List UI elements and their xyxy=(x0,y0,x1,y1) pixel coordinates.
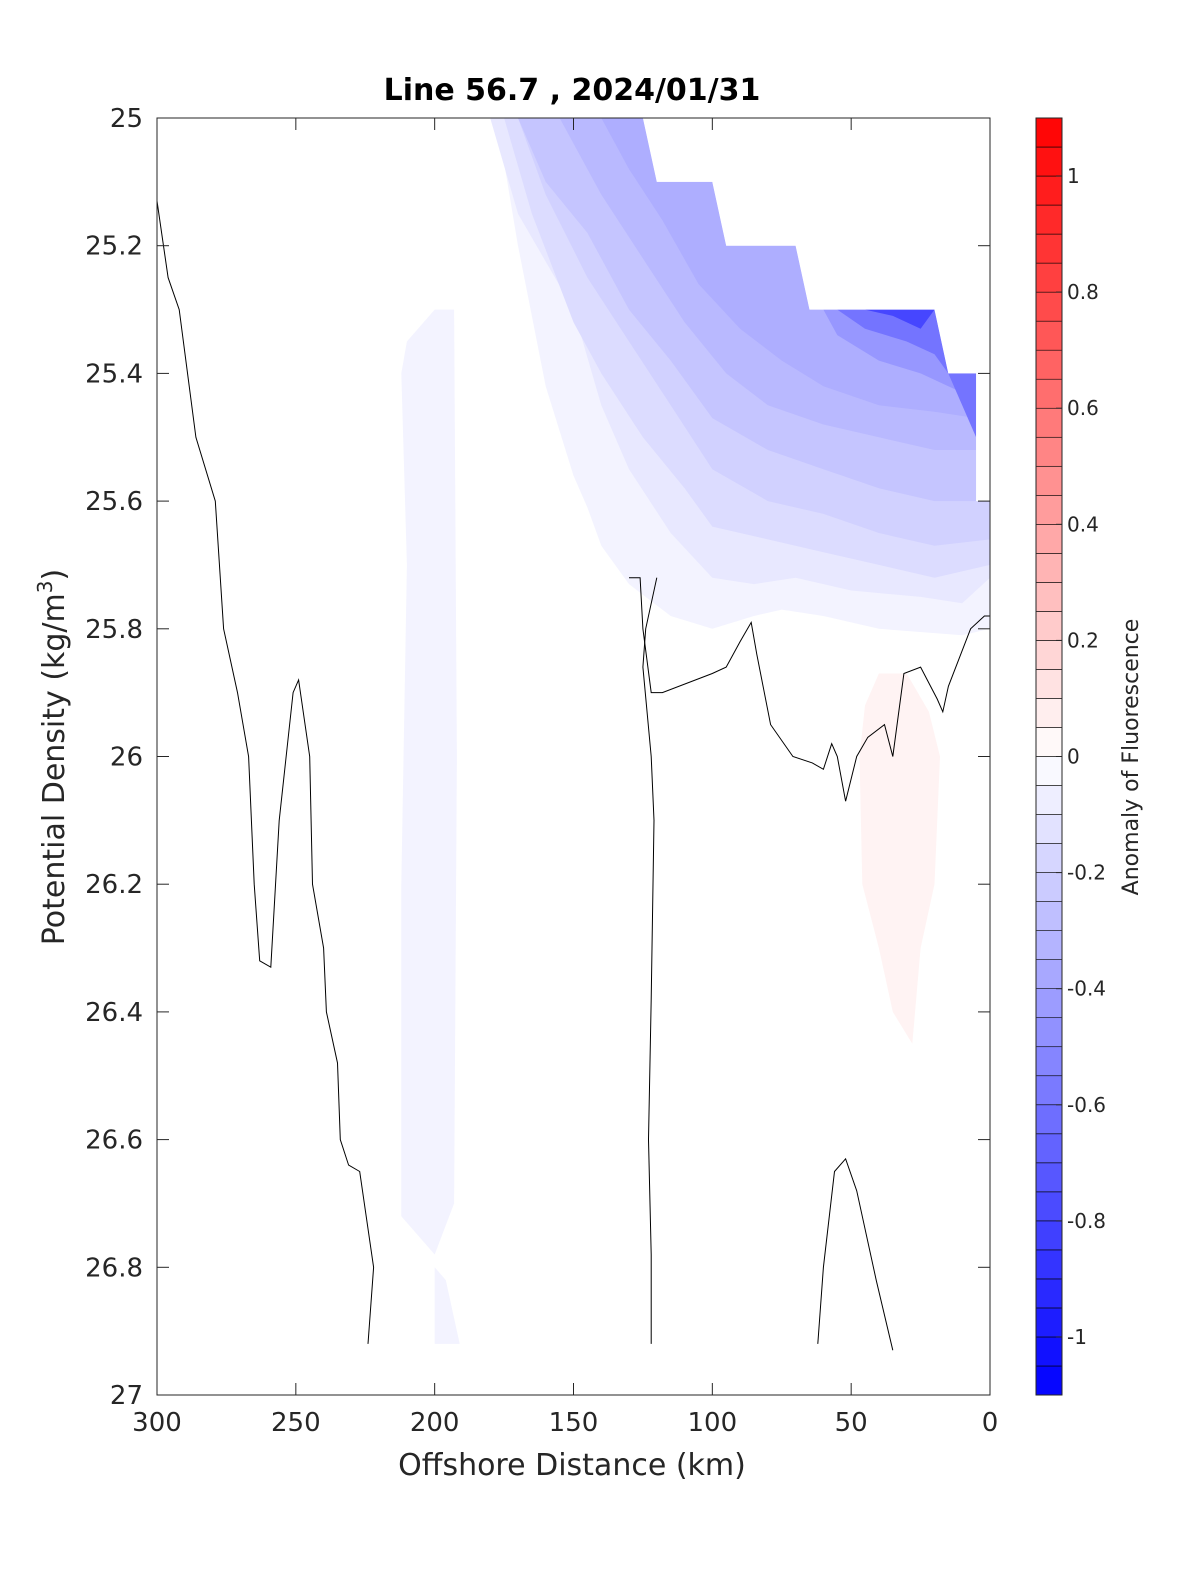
plot-area xyxy=(156,117,991,1396)
no-data-region xyxy=(157,118,990,502)
colorbar-swatch xyxy=(1035,175,1063,206)
colorbar-swatch xyxy=(1035,640,1063,670)
colorbar-swatch xyxy=(1035,117,1063,148)
x-tick-label: 50 xyxy=(835,1408,868,1438)
y-tick-label: 25.8 xyxy=(85,615,143,645)
colorbar-tick-label: 0.4 xyxy=(1067,512,1099,536)
y-tick-label: 25.2 xyxy=(85,232,143,262)
colorbar-swatch xyxy=(1035,1133,1063,1164)
colorbar-swatch xyxy=(1035,436,1063,467)
colorbar-tick-label: -0.2 xyxy=(1067,861,1106,885)
y-tick-label: 26.4 xyxy=(85,998,143,1028)
colorbar-swatch xyxy=(1035,1249,1063,1280)
colorbar-swatch xyxy=(1035,727,1063,757)
y-axis-label-text: Potential Density (kg/m xyxy=(37,593,72,945)
contour-layer xyxy=(157,118,990,1395)
colorbar-swatch xyxy=(1035,959,1063,989)
zero-contour-1 xyxy=(629,577,990,802)
x-tick-label: 250 xyxy=(271,1408,321,1438)
x-tick-label: 0 xyxy=(982,1408,999,1438)
colorbar-tick-label: 0.6 xyxy=(1067,396,1099,420)
x-tick-label: 100 xyxy=(688,1408,738,1438)
colorbar-swatch xyxy=(1035,378,1063,409)
colorbar-swatch xyxy=(1035,669,1063,699)
colorbar-swatch xyxy=(1035,465,1063,496)
colorbar-swatch xyxy=(1035,756,1063,786)
y-tick-label: 26.6 xyxy=(85,1126,143,1156)
colorbar-swatch xyxy=(1035,901,1063,931)
colorbar-label: Anomaly of Fluorescence xyxy=(1119,619,1144,896)
colorbar-swatch xyxy=(1035,611,1063,641)
colorbar-swatch xyxy=(1035,930,1063,960)
zero-contour-0 xyxy=(157,200,375,1344)
colorbar-tick-label: 0 xyxy=(1067,745,1080,769)
contour-fill-14 xyxy=(901,782,921,949)
colorbar-swatch xyxy=(1035,1365,1063,1396)
contour-fill-11 xyxy=(865,309,935,329)
chart-title: Line 56.7 , 2024/01/31 xyxy=(384,73,761,108)
y-axis-label-close: ) xyxy=(37,569,72,581)
colorbar-swatch xyxy=(1035,1336,1063,1367)
colorbar-swatch xyxy=(1035,988,1063,1019)
y-tick-label: 25 xyxy=(110,104,143,134)
colorbar-swatch xyxy=(1035,785,1063,815)
colorbar-swatch xyxy=(1035,291,1063,322)
contour-fill-2 xyxy=(434,1267,460,1344)
zero-contour-3 xyxy=(817,1157,894,1351)
colorbar-swatch xyxy=(1035,582,1063,612)
colorbar-tick-label: 1 xyxy=(1067,164,1080,188)
colorbar-swatch xyxy=(1035,1162,1063,1193)
colorbar-swatch xyxy=(1035,1191,1063,1222)
y-tick-label: 26 xyxy=(110,743,143,773)
y-axis-label: Potential Density (kg/m3) xyxy=(33,569,72,945)
colorbar-swatch xyxy=(1035,349,1063,380)
y-tick-label: 26.2 xyxy=(85,870,143,900)
colorbar-tick-label: -0.4 xyxy=(1067,977,1106,1001)
colorbar-swatch xyxy=(1035,233,1063,264)
x-axis-label: Offshore Distance (km) xyxy=(398,1448,746,1483)
colorbar-swatch xyxy=(1035,843,1063,873)
colorbar-tick-label: 0.8 xyxy=(1067,280,1099,304)
y-tick-label: 25.6 xyxy=(85,487,143,517)
y-axis: 25 25.2 25.4 25.6 25.8 26 26.2 26.4 26.6 26.8 27 xyxy=(85,104,990,1411)
colorbar-swatch xyxy=(1035,204,1063,235)
colorbar-swatch xyxy=(1035,146,1063,177)
colorbar-swatch xyxy=(1035,262,1063,293)
colorbar-tick-label: 0.2 xyxy=(1067,628,1099,652)
y-tick-label: 25.4 xyxy=(85,359,143,389)
colorbar-swatch xyxy=(1035,1017,1063,1048)
contour-fill-12 xyxy=(948,373,977,438)
colorbar: -1 -0.8 -0.6 -0.4 -0.2 0 0.2 0.4 0.6 0.8 1 xyxy=(1035,117,1106,1396)
colorbar-tick-label: -0.8 xyxy=(1067,1209,1106,1233)
contour-fill-1 xyxy=(401,309,457,1255)
colorbar-swatch xyxy=(1035,1075,1063,1106)
colorbar-swatch xyxy=(1035,1307,1063,1338)
y-tick-label: 27 xyxy=(110,1381,143,1411)
colorbar-swatch xyxy=(1035,1220,1063,1251)
colorbar-swatch xyxy=(1035,320,1063,351)
x-tick-label: 200 xyxy=(410,1408,460,1438)
x-tick-label: 300 xyxy=(132,1408,182,1438)
colorbar-swatch xyxy=(1035,1046,1063,1077)
colorbar-tick-label: -0.6 xyxy=(1067,1093,1106,1117)
colorbar-swatch xyxy=(1035,1104,1063,1135)
colorbar-tick-label: -1 xyxy=(1067,1325,1087,1349)
colorbar-swatch xyxy=(1035,814,1063,844)
colorbar-swatch xyxy=(1035,407,1063,438)
colorbar-swatch xyxy=(1035,553,1063,583)
x-axis: 300 250 200 150 100 50 0 xyxy=(132,118,998,1438)
colorbar-swatch xyxy=(1035,494,1063,525)
zero-contour-2 xyxy=(642,577,658,1344)
y-tick-label: 26.8 xyxy=(85,1253,143,1283)
colorbar-swatch xyxy=(1035,698,1063,728)
colorbar-swatch xyxy=(1035,1278,1063,1309)
y-axis-label-sup: 3 xyxy=(33,580,57,593)
contour-fill-13 xyxy=(859,673,940,1044)
x-tick-label: 150 xyxy=(549,1408,599,1438)
colorbar-swatch xyxy=(1035,872,1063,902)
colorbar-swatch xyxy=(1035,524,1063,554)
